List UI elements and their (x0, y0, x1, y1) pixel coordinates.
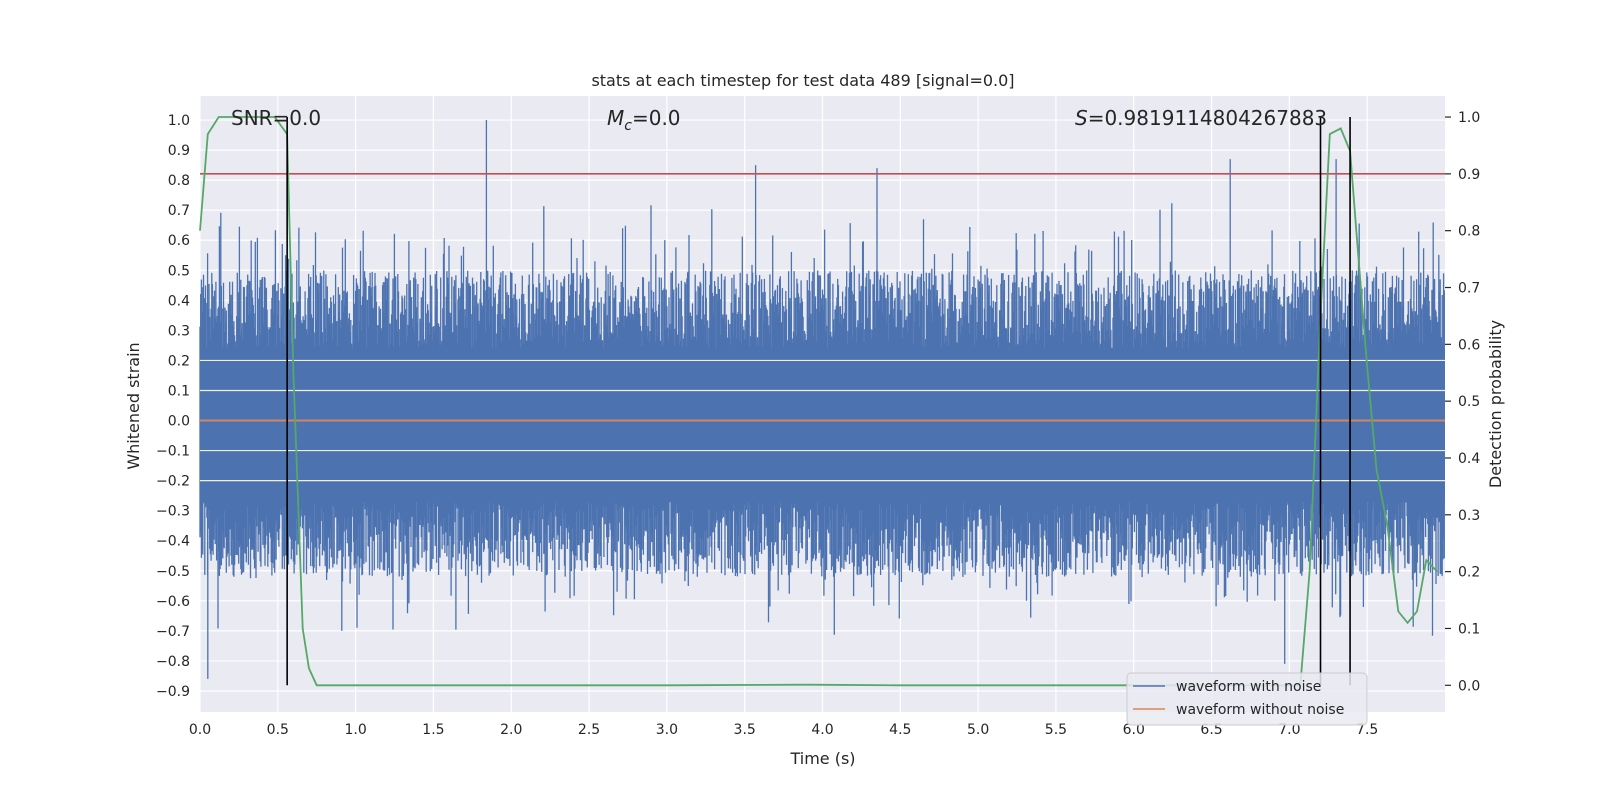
y-tick-label: −0.6 (156, 594, 190, 610)
y-tick-label: 0.8 (168, 173, 190, 189)
y-axis-label: Whitened strain (124, 342, 143, 469)
y-tick-label: 0.0 (168, 414, 190, 430)
s-annotation: S=0.9819114804267883 (1075, 106, 1327, 130)
y2-tick-label: 0.2 (1458, 565, 1480, 581)
y-tick-label: 0.9 (168, 143, 190, 159)
y-tick-label: −0.4 (156, 534, 190, 550)
x-tick-label: 6.5 (1200, 722, 1222, 738)
x-tick-label: 1.5 (422, 722, 444, 738)
y-tick-label: 0.3 (168, 323, 190, 339)
x-tick-label: 7.5 (1356, 722, 1378, 738)
y-tick-label: 0.6 (168, 233, 190, 249)
x-tick-label: 1.0 (344, 722, 366, 738)
y2-tick-label: 0.4 (1458, 451, 1480, 467)
y2-tick-label: 0.8 (1458, 224, 1480, 240)
y-tick-label: −0.1 (156, 444, 190, 460)
vertical-markers (286, 117, 1351, 686)
x-tick-label: 7.0 (1278, 722, 1300, 738)
mc-subscript: c (624, 118, 632, 134)
y-tick-label: 0.2 (168, 353, 190, 369)
chart-title: stats at each timestep for test data 489… (591, 71, 1014, 90)
y2-axis-label: Detection probability (1486, 320, 1505, 488)
y-tick-label: 1.0 (168, 113, 190, 129)
y-tick-label: −0.2 (156, 474, 190, 490)
y-tick-label: 0.7 (168, 203, 190, 219)
y2-tick-label: 0.6 (1458, 337, 1480, 353)
mc-symbol: M (607, 106, 624, 130)
x-tick-label: 0.0 (189, 722, 211, 738)
y-ticks-left: 1.0 0.9 0.8 0.7 0.6 0.5 0.4 0.3 0.2 0.1 0.0 −0.1 −0.… (156, 113, 190, 700)
y2-tick-label: 1.0 (1458, 110, 1480, 126)
x-tick-label: 5.0 (967, 722, 989, 738)
legend: waveform with noise waveform without noi… (1126, 672, 1368, 726)
y2-tick-label: 0.3 (1458, 508, 1480, 524)
legend-label-clean: waveform without noise (1176, 702, 1344, 718)
y2-tick-label: 0.7 (1458, 281, 1480, 297)
noise-waveform (199, 120, 1445, 679)
x-tick-label: 5.5 (1045, 722, 1067, 738)
x-ticks: 0.0 0.5 1.0 1.5 2.0 2.5 3.0 3.5 4.0 4.5 5.0 5.5 6.0 6… (189, 722, 1378, 738)
s-symbol: S (1075, 106, 1088, 130)
y-tick-label: 0.4 (168, 293, 190, 309)
noise-waveform-core (200, 348, 1445, 502)
x-tick-label: 0.5 (267, 722, 289, 738)
y-tick-label: −0.5 (156, 564, 190, 580)
x-tick-label: 4.5 (889, 722, 911, 738)
x-tick-label: 2.0 (500, 722, 522, 738)
y2-tick-label: 0.1 (1458, 621, 1480, 637)
y-tick-label: −0.8 (156, 654, 190, 670)
x-tick-label: 6.0 (1123, 722, 1145, 738)
y-tick-label: −0.9 (156, 684, 190, 700)
detection-probability-line (199, 116, 1438, 687)
y2-tick-label: 0.0 (1458, 678, 1480, 694)
y-tick-label: −0.3 (156, 504, 190, 520)
legend-box (1126, 672, 1368, 726)
mc-value: =0.0 (632, 106, 681, 130)
y2-tick-label: 0.5 (1458, 394, 1480, 410)
probability-polyline (199, 116, 1438, 687)
y-ticks-right: 1.0 0.9 0.8 0.7 0.6 0.5 0.4 0.3 0.2 0.1 0.0 (1445, 110, 1480, 694)
x-axis-label: Time (s) (789, 749, 855, 768)
mc-annotation: Mc=0.0 (607, 106, 681, 134)
legend-label-noise: waveform with noise (1176, 679, 1321, 695)
y-tick-label: 0.5 (168, 263, 190, 279)
x-tick-label: 4.0 (811, 722, 833, 738)
x-tick-label: 2.5 (578, 722, 600, 738)
snr-annotation: SNR=0.0 (231, 106, 321, 130)
x-tick-label: 3.0 (656, 722, 678, 738)
y-tick-label: 0.1 (168, 383, 190, 399)
x-tick-label: 3.5 (734, 722, 756, 738)
y2-tick-label: 0.9 (1458, 167, 1480, 183)
s-value: =0.9819114804267883 (1088, 106, 1327, 130)
y-tick-label: −0.7 (156, 624, 190, 640)
